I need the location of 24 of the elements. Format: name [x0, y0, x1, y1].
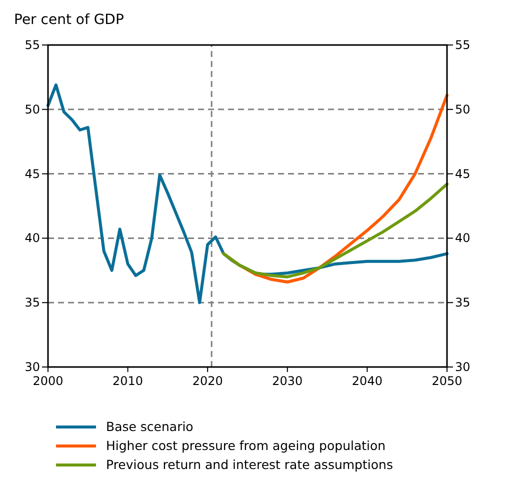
line-series — [222, 182, 448, 278]
y-tick-label: 45 — [24, 166, 40, 181]
legend-label: Previous return and interest rate assumptions — [106, 457, 393, 472]
y-axis-title: Per cent of GDP — [14, 12, 124, 28]
y2-tick-label: 40 — [455, 231, 470, 246]
legend-label: Base scenario — [106, 419, 194, 434]
y-tick-label: 30 — [24, 360, 40, 374]
y-tick-label: 55 — [24, 38, 40, 52]
x-tick-label: 2040 — [352, 374, 382, 388]
y-tick-label: 50 — [24, 102, 40, 116]
x-tick-label: 2010 — [112, 374, 144, 388]
x-tick-label: 2000 — [32, 374, 64, 388]
y2-tick-label: 45 — [455, 166, 470, 181]
y-tick-label: 40 — [24, 231, 40, 246]
legend-label: Higher cost pressure from ageing population — [106, 438, 386, 453]
x-tick-label: 2030 — [272, 374, 303, 388]
y2-tick-label: 55 — [455, 38, 470, 52]
y2-tick-label: 35 — [455, 296, 470, 310]
x-tick-label: 2050 — [432, 374, 462, 388]
y2-tick-label: 50 — [455, 102, 470, 116]
y2-tick-label: 30 — [455, 360, 470, 374]
y-tick-label: 35 — [24, 296, 40, 310]
x-tick-label: 2020 — [192, 374, 223, 388]
line-series — [46, 83, 448, 304]
